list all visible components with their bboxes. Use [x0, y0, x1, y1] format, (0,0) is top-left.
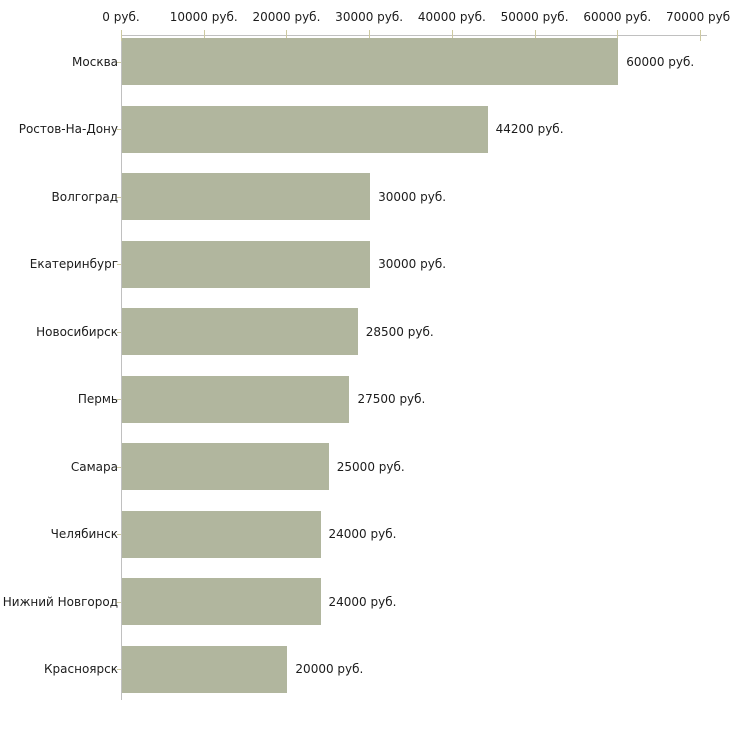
- y-axis-line: [121, 35, 122, 700]
- x-axis-tick-label: 0 руб.: [102, 10, 140, 24]
- x-axis-tick: [369, 30, 371, 41]
- y-axis-tick: [117, 129, 121, 130]
- category-label: Ростов-На-Дону: [18, 122, 118, 136]
- x-axis-tick: [286, 30, 288, 41]
- x-axis-tick: [617, 30, 619, 41]
- category-label: Красноярск: [44, 662, 118, 676]
- x-axis-line: [121, 35, 707, 36]
- bar-value-label: 27500 руб.: [357, 392, 426, 406]
- x-axis-tick-label: 60000 руб.: [583, 10, 652, 24]
- category-label: Новосибирск: [36, 324, 118, 339]
- category-label: Волгоград: [51, 189, 118, 204]
- category-label: Самара: [70, 459, 118, 474]
- y-axis-tick: [117, 196, 121, 198]
- x-axis-tick-label: 30000 руб.: [335, 10, 404, 24]
- x-axis-tick-label: 10000 руб.: [169, 10, 238, 24]
- x-axis-tick: [451, 30, 453, 41]
- bar: [122, 173, 371, 220]
- y-axis-tick: [117, 534, 121, 535]
- x-axis-tick: [203, 30, 205, 41]
- bar: [122, 38, 619, 85]
- bar: [122, 308, 358, 355]
- category-label: Пермь: [77, 392, 118, 406]
- category-label: Екатеринбург: [29, 257, 118, 271]
- x-axis-tick-label: 70000 руб.: [666, 10, 730, 24]
- bar-value-label: 30000 руб.: [378, 257, 447, 271]
- bar: [122, 443, 329, 490]
- bar-value-label: 30000 руб.: [378, 189, 447, 204]
- bar-value-label: 28500 руб.: [365, 324, 434, 339]
- bar: [122, 510, 321, 558]
- bar-value-label: 60000 руб.: [626, 54, 695, 69]
- x-axis-tick-label: 50000 руб.: [500, 10, 569, 24]
- bar: [122, 375, 350, 423]
- bar: [122, 240, 371, 288]
- x-axis-tick: [700, 30, 701, 41]
- y-axis-tick: [117, 669, 121, 670]
- bar: [122, 578, 321, 625]
- category-label: Нижний Новгород: [2, 594, 118, 609]
- bar-value-label: 24000 руб.: [328, 594, 397, 609]
- x-axis-tick: [534, 30, 536, 41]
- bar-value-label: 44200 руб.: [495, 122, 564, 136]
- bar: [122, 645, 288, 693]
- bar-value-label: 24000 руб.: [328, 527, 397, 541]
- x-axis-tick: [121, 30, 122, 41]
- y-axis-tick: [117, 466, 121, 468]
- y-axis-tick: [117, 331, 121, 333]
- y-axis-tick: [117, 399, 121, 400]
- x-axis-tick-label: 20000 руб.: [252, 10, 321, 24]
- x-axis-tick-label: 40000 руб.: [417, 10, 486, 24]
- bar-value-label: 25000 руб.: [336, 459, 405, 474]
- y-axis-tick: [117, 61, 121, 63]
- category-label: Москва: [72, 54, 118, 69]
- bar-value-label: 20000 руб.: [295, 662, 364, 676]
- category-label: Челябинск: [50, 527, 118, 541]
- y-axis-tick: [117, 601, 121, 603]
- y-axis-tick: [117, 264, 121, 265]
- bar: [122, 105, 488, 153]
